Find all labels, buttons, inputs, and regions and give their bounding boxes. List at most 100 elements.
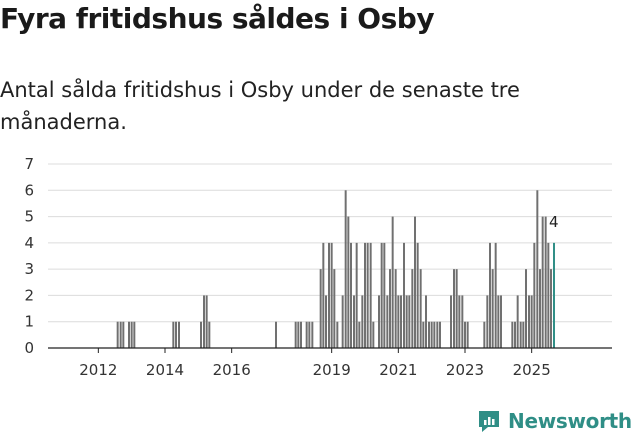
y-tick-label: 6 bbox=[24, 181, 34, 199]
bar bbox=[500, 295, 502, 348]
bar bbox=[330, 242, 333, 348]
bar bbox=[380, 242, 383, 348]
bar bbox=[541, 216, 544, 348]
bar bbox=[300, 321, 302, 348]
newsworthy-logo-icon bbox=[479, 411, 499, 432]
bar bbox=[544, 216, 547, 348]
bar bbox=[397, 295, 400, 348]
bar bbox=[530, 295, 533, 348]
bars bbox=[116, 190, 555, 348]
bar bbox=[130, 321, 133, 348]
bar bbox=[336, 321, 339, 348]
bar bbox=[383, 242, 386, 348]
bar bbox=[178, 321, 180, 348]
bar bbox=[461, 295, 464, 348]
bar bbox=[511, 321, 514, 348]
bar bbox=[358, 321, 361, 348]
bar bbox=[325, 295, 327, 348]
y-tick-label: 4 bbox=[24, 234, 34, 252]
bar bbox=[453, 269, 455, 348]
y-tick-label: 0 bbox=[24, 339, 34, 357]
x-axis: 2012 2014 2016 2019 2021 2023 2025 bbox=[48, 347, 612, 379]
bar bbox=[483, 321, 486, 348]
bar bbox=[489, 242, 491, 348]
bar bbox=[419, 269, 422, 348]
bar bbox=[361, 295, 364, 348]
x-tick-label: 2019 bbox=[313, 361, 351, 379]
y-tick-label: 1 bbox=[24, 313, 34, 331]
bar bbox=[386, 295, 389, 348]
bar bbox=[372, 321, 375, 348]
bar bbox=[389, 269, 391, 348]
bar bbox=[344, 190, 347, 348]
newsworthy-logo: Newsworthy bbox=[476, 408, 631, 434]
bar bbox=[547, 242, 550, 348]
bar bbox=[433, 321, 436, 348]
gridlines bbox=[48, 163, 612, 323]
x-tick-label: 2014 bbox=[146, 361, 184, 379]
bar bbox=[428, 321, 430, 348]
bar bbox=[550, 269, 552, 348]
y-axis-labels: 0 1 2 3 4 5 6 7 bbox=[24, 155, 34, 357]
bar bbox=[200, 321, 202, 348]
chart-subtitle: Antal sålda fritidshus i Osby under de s… bbox=[0, 78, 520, 134]
bar bbox=[408, 295, 411, 348]
bar bbox=[405, 295, 408, 348]
bar bbox=[205, 295, 208, 348]
bar bbox=[319, 269, 322, 348]
bar bbox=[553, 242, 555, 348]
bar bbox=[439, 321, 441, 348]
x-tick-label: 2023 bbox=[446, 361, 484, 379]
bar bbox=[394, 269, 397, 348]
bar bbox=[391, 216, 394, 348]
y-tick-label: 7 bbox=[24, 155, 34, 173]
bar bbox=[533, 242, 536, 348]
bar bbox=[494, 242, 497, 348]
bar bbox=[525, 269, 527, 348]
bar bbox=[119, 321, 122, 348]
bar bbox=[203, 295, 205, 348]
bar bbox=[516, 295, 519, 348]
bar bbox=[522, 321, 525, 348]
bar bbox=[353, 295, 355, 348]
bar bbox=[425, 295, 427, 348]
annotations: 4 bbox=[549, 213, 559, 231]
bar bbox=[514, 321, 516, 348]
bar bbox=[491, 269, 494, 348]
bar bbox=[528, 295, 530, 348]
bar bbox=[305, 321, 308, 348]
y-tick-label: 2 bbox=[24, 286, 34, 304]
bar bbox=[414, 216, 416, 348]
bar bbox=[455, 269, 458, 348]
bar bbox=[458, 295, 461, 348]
bar bbox=[311, 321, 314, 348]
bar bbox=[297, 321, 300, 348]
bar bbox=[175, 321, 177, 348]
bar bbox=[275, 321, 277, 348]
bar bbox=[400, 295, 402, 348]
bar bbox=[430, 321, 433, 348]
bar bbox=[466, 321, 469, 348]
bar bbox=[364, 242, 366, 348]
bar bbox=[347, 216, 350, 348]
bar bbox=[308, 321, 311, 348]
bar bbox=[333, 269, 336, 348]
bar bbox=[378, 295, 380, 348]
bar bbox=[116, 321, 119, 348]
bar bbox=[464, 321, 466, 348]
bar bbox=[294, 321, 297, 348]
bar bbox=[519, 321, 522, 348]
bar bbox=[322, 242, 325, 348]
brand-name: Newsworthy bbox=[508, 409, 631, 433]
bar bbox=[536, 190, 539, 348]
bar bbox=[497, 295, 500, 348]
bar bbox=[341, 295, 344, 348]
y-tick-label: 5 bbox=[24, 208, 34, 226]
bar bbox=[416, 242, 419, 348]
bar bbox=[128, 321, 130, 348]
bar bbox=[355, 242, 358, 348]
bar bbox=[403, 242, 405, 348]
bar bbox=[172, 321, 175, 348]
x-tick-label: 2025 bbox=[513, 361, 551, 379]
